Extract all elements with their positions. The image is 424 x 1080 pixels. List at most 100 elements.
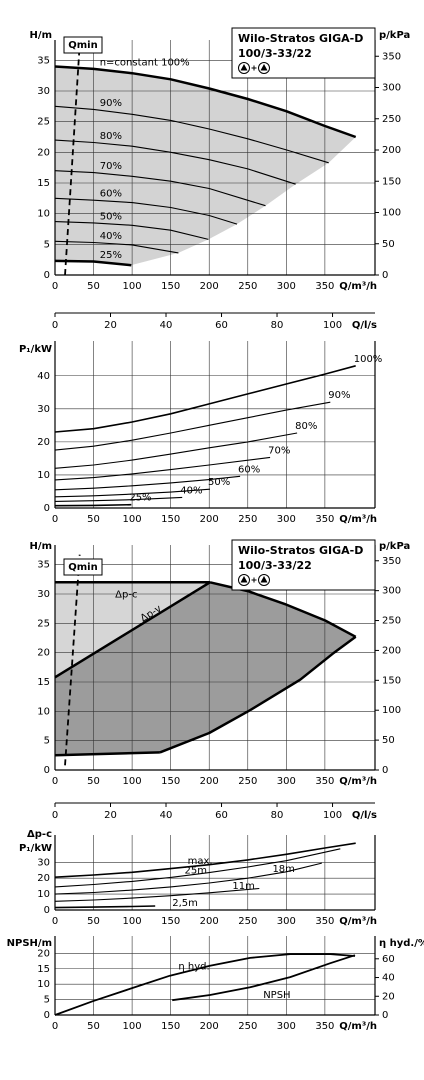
curve xyxy=(54,139,296,185)
curve xyxy=(54,887,260,902)
curve xyxy=(54,581,211,679)
y-tick-label: 10 xyxy=(37,889,50,900)
x-tick-label: 60 xyxy=(215,810,228,821)
x-tick-label: 350 xyxy=(315,514,334,525)
curve xyxy=(54,170,266,207)
x-tick-label: 200 xyxy=(200,916,219,927)
curve xyxy=(172,954,356,1002)
y2-tick-label: 50 xyxy=(382,735,395,746)
curve-label: 25% xyxy=(129,493,151,504)
pump-icon-arrow xyxy=(260,576,268,583)
mode-label: Δp-c xyxy=(27,829,52,840)
curve xyxy=(54,751,160,757)
y2-tick-label: 200 xyxy=(382,645,401,656)
y-tick-label: 25 xyxy=(37,618,50,629)
y-tick-label: 10 xyxy=(37,209,50,220)
curve-label: 2,5m xyxy=(172,898,198,909)
x-tick-label: 200 xyxy=(200,776,219,787)
x-tick-label: 250 xyxy=(238,776,257,787)
x-tick-label: 80 xyxy=(271,810,284,821)
y-tick-label: 5 xyxy=(44,736,50,747)
y2-tick-label: 150 xyxy=(382,675,401,686)
y2-axis-label: η hyd./% xyxy=(379,938,424,949)
y-tick-label: 10 xyxy=(37,706,50,717)
x-tick-label: 150 xyxy=(161,776,180,787)
y-axis-label: P₁/kW xyxy=(19,344,52,355)
x-tick-label: 100 xyxy=(323,320,342,331)
x-tick-label: 100 xyxy=(123,514,142,525)
y-tick-label: 5 xyxy=(44,239,50,250)
x-tick-label: 60 xyxy=(215,320,228,331)
y-tick-label: 5 xyxy=(44,995,50,1006)
curve xyxy=(54,221,209,240)
y2-tick-label: 200 xyxy=(382,145,401,156)
curve-label: Δp-c xyxy=(115,589,137,600)
curve-label: 60% xyxy=(100,189,122,200)
y-tick-label: 20 xyxy=(37,147,50,158)
chart-title: Wilo-Stratos GIGA-D xyxy=(238,544,363,557)
x-tick-label: 150 xyxy=(161,281,180,292)
y-tick-label: 0 xyxy=(44,270,50,281)
x-axis-label: Q/m³/h xyxy=(339,514,377,525)
curve xyxy=(54,456,271,481)
y2-tick-label: 0 xyxy=(382,1010,388,1021)
x-tick-label: 200 xyxy=(200,281,219,292)
y-axis-label: P₁/kW xyxy=(19,843,52,854)
y-tick-label: 30 xyxy=(37,857,50,868)
curve xyxy=(54,65,357,139)
y2-tick-label: 0 xyxy=(382,765,388,776)
x-tick-label: 350 xyxy=(315,281,334,292)
y2-tick-label: 350 xyxy=(382,556,401,567)
x-tick-label: 0 xyxy=(52,281,58,292)
curve-label: 70% xyxy=(100,161,122,172)
curve xyxy=(54,953,356,1016)
x-tick-label: 20 xyxy=(104,810,117,821)
x-tick-label: 300 xyxy=(277,1021,296,1032)
y2-tick-label: 300 xyxy=(382,586,401,597)
variable-range xyxy=(55,582,356,756)
chart-subtitle: 100/3-33/22 xyxy=(238,559,312,572)
x-tick-label: 50 xyxy=(87,776,100,787)
x-tick-label: 250 xyxy=(238,281,257,292)
curve xyxy=(54,862,322,895)
x-tick-label: 250 xyxy=(238,1021,257,1032)
qmin-line xyxy=(64,44,81,276)
x-tick-label: 100 xyxy=(123,281,142,292)
qmin-box xyxy=(63,36,103,54)
y-tick-label: 25 xyxy=(37,117,50,128)
y-tick-label: 10 xyxy=(37,470,50,481)
x-tick-label: 350 xyxy=(315,1021,334,1032)
x-tick-label: 0 xyxy=(52,810,58,821)
curve-label: 40% xyxy=(180,485,202,496)
x-tick-label: 100 xyxy=(123,916,142,927)
x-tick-label: 150 xyxy=(161,514,180,525)
curve-label: 70% xyxy=(268,445,290,456)
y-axis-label: H/m xyxy=(30,30,52,41)
x-tick-label: 100 xyxy=(123,1021,142,1032)
curve xyxy=(54,401,331,451)
y-tick-label: 30 xyxy=(37,589,50,600)
y2-axis-label: p/kPa xyxy=(379,541,410,552)
curve-label: 100% xyxy=(354,354,383,365)
x-axis-label: Q/m³/h xyxy=(339,916,377,927)
curve xyxy=(54,197,238,225)
title-box xyxy=(231,27,376,79)
x-axis-label: Q/m³/h xyxy=(339,281,377,292)
x-tick-label: 350 xyxy=(315,916,334,927)
title-box xyxy=(231,539,376,591)
curve xyxy=(54,475,241,491)
curve-label: 25m xyxy=(185,866,207,877)
curve xyxy=(54,432,298,469)
curve xyxy=(54,259,132,267)
y-tick-label: 0 xyxy=(44,1010,50,1021)
x-tick-label: 200 xyxy=(200,1021,219,1032)
x-tick-label: 200 xyxy=(200,514,219,525)
y-tick-label: 20 xyxy=(37,648,50,659)
curve xyxy=(54,365,356,433)
y2-tick-label: 300 xyxy=(382,83,401,94)
curve-label: NPSH xyxy=(263,990,290,1001)
y2-tick-label: 60 xyxy=(382,954,395,965)
pump-icon-arrow xyxy=(240,64,248,71)
curve xyxy=(54,503,132,507)
